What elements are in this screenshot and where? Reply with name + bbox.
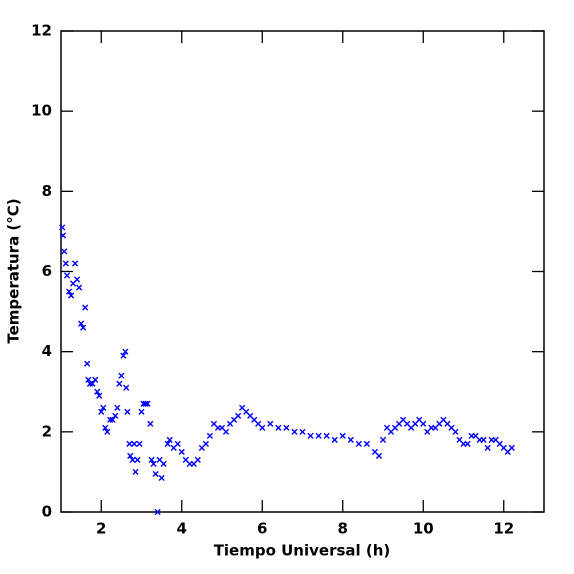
x-tick-label: 8 xyxy=(338,520,348,538)
point xyxy=(144,400,151,407)
x-tick-label: 10 xyxy=(413,520,434,538)
y-axis-label: Temperatura (°C) xyxy=(5,198,23,343)
point xyxy=(59,224,66,231)
point xyxy=(138,408,145,415)
point xyxy=(355,440,362,447)
point xyxy=(267,420,274,427)
x-tick-label: 4 xyxy=(177,520,187,538)
point xyxy=(202,440,209,447)
point xyxy=(122,348,129,355)
x-tick-label: 2 xyxy=(96,520,106,538)
point xyxy=(62,260,69,267)
point xyxy=(275,424,282,431)
point xyxy=(206,432,214,439)
point xyxy=(235,412,242,419)
point xyxy=(147,420,154,427)
point xyxy=(65,288,73,295)
point xyxy=(166,436,173,443)
x-axis-label: Tiempo Universal (h) xyxy=(214,542,391,560)
point xyxy=(452,428,459,435)
point xyxy=(420,420,427,427)
point xyxy=(222,428,230,435)
point xyxy=(142,400,149,407)
point xyxy=(59,232,67,239)
point xyxy=(152,470,159,478)
point xyxy=(127,452,134,459)
y-tick-label: 2 xyxy=(42,422,52,440)
point xyxy=(331,436,338,443)
point xyxy=(96,392,103,399)
point xyxy=(123,384,130,391)
point xyxy=(132,468,139,476)
y-tick-label: 0 xyxy=(42,503,52,521)
point xyxy=(484,444,491,451)
point xyxy=(339,432,346,439)
point xyxy=(194,456,201,463)
x-tick-label: 6 xyxy=(257,520,267,538)
point xyxy=(259,424,266,431)
point xyxy=(160,460,167,467)
point xyxy=(315,432,322,439)
point xyxy=(347,436,354,443)
point xyxy=(174,440,181,447)
point xyxy=(80,324,87,331)
point xyxy=(109,416,116,423)
point xyxy=(89,380,96,387)
point xyxy=(71,260,79,267)
point xyxy=(120,352,127,359)
point xyxy=(134,456,141,463)
point xyxy=(100,404,107,411)
point xyxy=(98,408,105,415)
y-tick-label: 12 xyxy=(31,22,52,40)
point xyxy=(84,360,91,367)
point xyxy=(307,432,314,439)
point xyxy=(76,284,83,291)
point xyxy=(508,444,515,451)
point xyxy=(107,416,114,423)
y-tick-label: 4 xyxy=(42,342,52,360)
point xyxy=(78,320,85,327)
point xyxy=(116,380,123,387)
point xyxy=(323,432,330,439)
point xyxy=(63,272,71,279)
y-tick-label: 8 xyxy=(42,182,52,200)
point xyxy=(67,292,75,299)
y-tick-label: 6 xyxy=(42,262,52,280)
point xyxy=(464,440,471,447)
point xyxy=(291,428,298,435)
point xyxy=(379,436,387,443)
point xyxy=(86,380,94,387)
point xyxy=(150,460,157,467)
point xyxy=(480,436,487,443)
point xyxy=(136,440,143,447)
point xyxy=(112,412,119,419)
point xyxy=(283,424,290,431)
point xyxy=(129,456,136,463)
point xyxy=(158,474,165,482)
point xyxy=(82,304,89,311)
point xyxy=(104,428,111,435)
point xyxy=(164,440,171,447)
plot-frame xyxy=(60,30,545,513)
point xyxy=(178,448,185,455)
point xyxy=(61,248,68,255)
point xyxy=(154,508,161,516)
point xyxy=(375,452,383,459)
point xyxy=(118,372,125,379)
point xyxy=(148,456,155,463)
point xyxy=(74,276,81,283)
point xyxy=(92,376,99,383)
point xyxy=(94,388,101,395)
point xyxy=(126,440,133,447)
y-tick-label: 10 xyxy=(31,102,52,120)
point xyxy=(124,408,131,415)
point xyxy=(102,424,109,431)
point xyxy=(131,440,138,447)
point xyxy=(114,404,121,411)
point xyxy=(363,440,370,447)
point xyxy=(299,428,306,435)
x-tick-label: 12 xyxy=(493,520,514,538)
